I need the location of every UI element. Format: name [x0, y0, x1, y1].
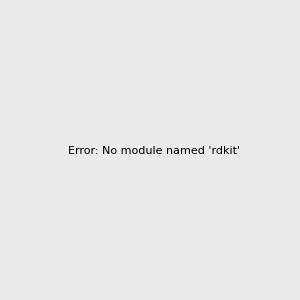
- Text: Error: No module named 'rdkit': Error: No module named 'rdkit': [68, 146, 240, 157]
